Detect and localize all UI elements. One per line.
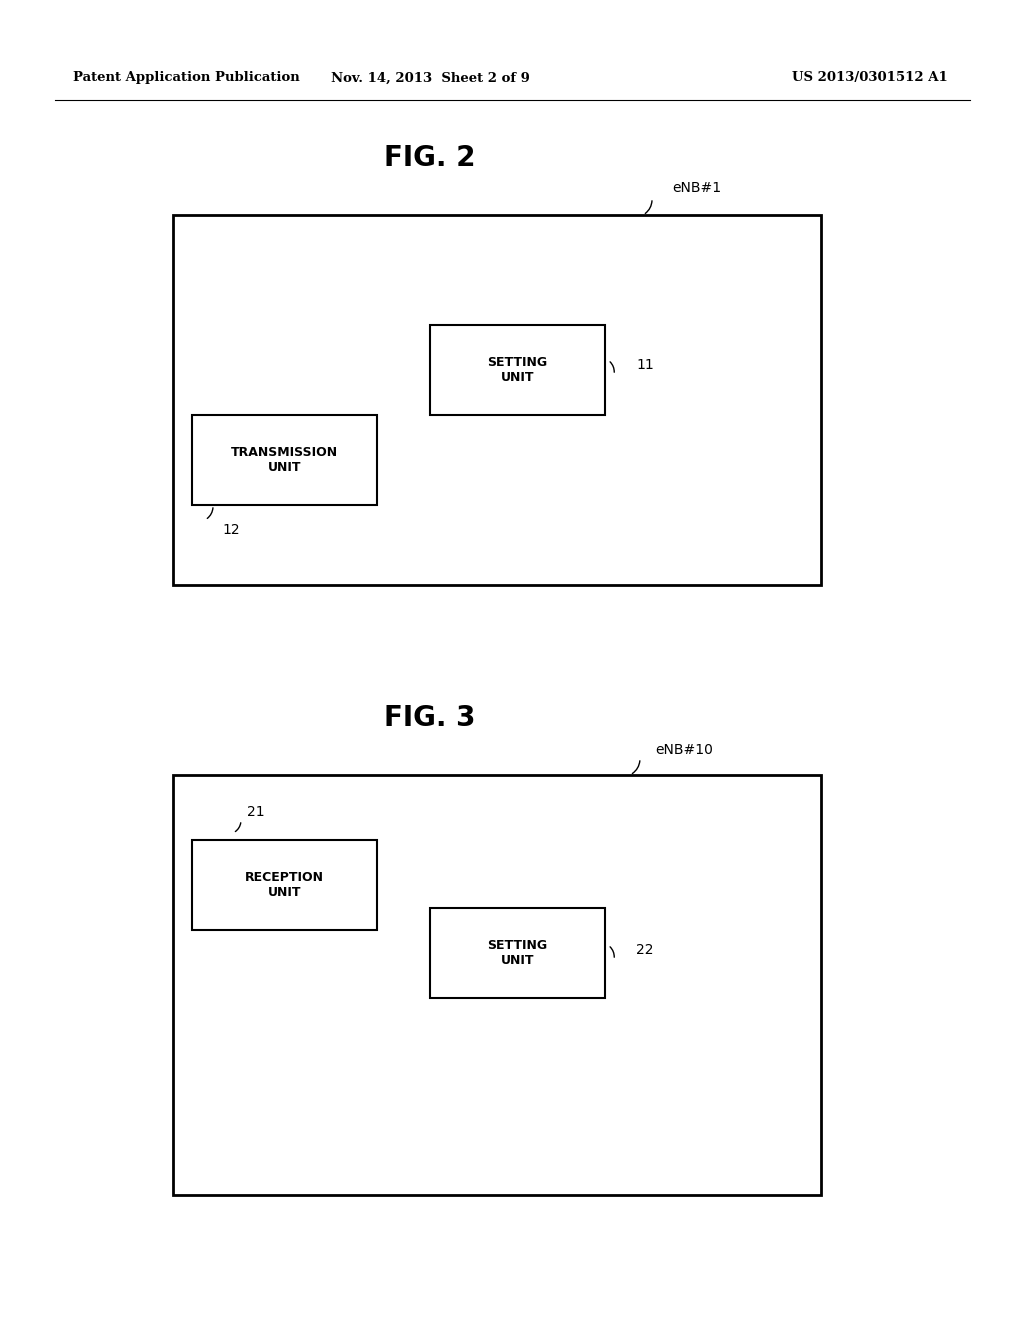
Text: RECEPTION
UNIT: RECEPTION UNIT [245,871,324,899]
Text: TRANSMISSION
UNIT: TRANSMISSION UNIT [231,446,338,474]
Text: 21: 21 [247,805,264,818]
Bar [193,840,377,931]
Text: eNB#10: eNB#10 [655,743,713,756]
Bar [193,414,377,506]
Text: 22: 22 [636,942,653,957]
Bar [173,215,821,585]
Text: Patent Application Publication: Patent Application Publication [73,71,300,84]
Text: SETTING
UNIT: SETTING UNIT [487,939,548,968]
Text: 12: 12 [222,523,240,537]
Text: US 2013/0301512 A1: US 2013/0301512 A1 [793,71,948,84]
Bar [430,325,605,414]
Text: Nov. 14, 2013  Sheet 2 of 9: Nov. 14, 2013 Sheet 2 of 9 [331,71,529,84]
Bar [430,908,605,998]
Bar [173,775,821,1195]
Text: 11: 11 [636,358,653,372]
Text: eNB#1: eNB#1 [672,181,721,195]
Text: FIG. 2: FIG. 2 [384,144,476,172]
Text: FIG. 3: FIG. 3 [384,704,476,733]
Text: SETTING
UNIT: SETTING UNIT [487,356,548,384]
